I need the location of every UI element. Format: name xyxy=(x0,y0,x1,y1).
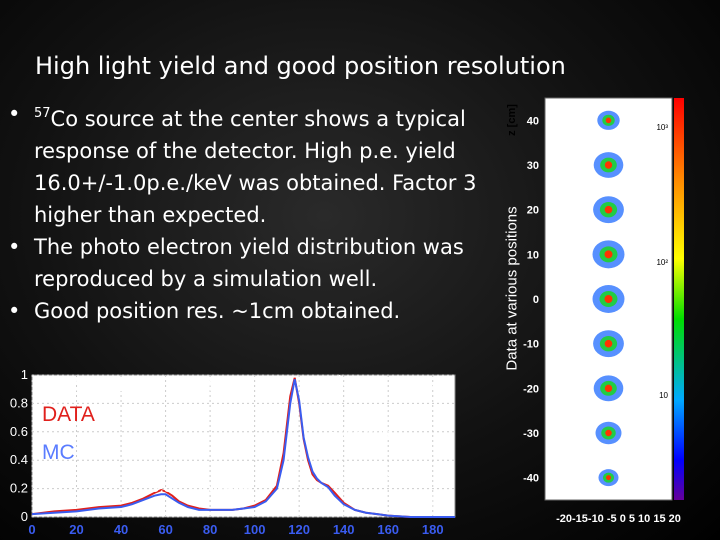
z-tick-label: 20 xyxy=(527,205,539,217)
position-spot-core xyxy=(605,117,612,124)
energy-spectrum-plot: 0 0.2 0.4 0.6 0.8 1 0 20 40 60 80 100 120 140 160 180 R… xyxy=(0,365,470,540)
series-line-mc xyxy=(31,379,455,518)
position-spot-core xyxy=(604,384,613,393)
x-tick-label: 180 xyxy=(422,522,444,537)
x-tick-label: 40 xyxy=(114,522,128,537)
x-tick-label: 80 xyxy=(203,522,217,537)
x-tick-label: 0 xyxy=(28,522,35,537)
z-axis-label: z [cm] xyxy=(506,104,518,136)
colorbar xyxy=(674,98,684,500)
bullet-item-2: • The photo electron yield distribution … xyxy=(8,231,498,295)
slide-title: High light yield and good position resol… xyxy=(35,52,566,80)
position-svg: z [cm] 40 30 20 10 0 -10 -20 -30 -40 -20-15-10 -5 … xyxy=(506,97,684,525)
x-tick-label: 140 xyxy=(333,522,355,537)
z-tick-label: 30 xyxy=(527,160,539,172)
bullet-mark: • xyxy=(8,299,21,323)
z-tick-label: -20 xyxy=(523,383,539,395)
spectrum-plot-area xyxy=(31,374,456,518)
bullet-item-3: • Good position res. ~1cm obtained. xyxy=(8,295,498,327)
y-tick-label: 0.8 xyxy=(10,395,28,410)
y-tick-label: 0.6 xyxy=(10,424,28,439)
x-unit-label: [keV] xyxy=(395,490,434,509)
bullet-list: • 57Co source at the center shows a typi… xyxy=(8,98,498,327)
position-spot-core xyxy=(604,250,613,259)
annotation-rms: ~4% rms xyxy=(330,425,390,442)
isotope-mass: 57 xyxy=(34,106,51,121)
x-tick-label: 160 xyxy=(377,522,399,537)
y-tick-label: 1 xyxy=(21,367,28,382)
bullet-mark: • xyxy=(8,235,21,259)
z-tick-label: -30 xyxy=(523,428,539,440)
z-tick-label: -10 xyxy=(523,339,539,351)
position-spot-core xyxy=(605,429,612,437)
position-spot-core xyxy=(604,205,613,214)
spectrum-title: Reconstructed energy xyxy=(42,373,248,396)
bullet-item-1: • 57Co source at the center shows a typi… xyxy=(8,98,498,231)
position-spot-core xyxy=(604,161,613,169)
annotation-122kev: 122keV xyxy=(313,373,364,390)
colorbar-tick-label: 10² xyxy=(656,258,668,267)
bullet-text: Good position res. ~1cm obtained. xyxy=(34,299,401,323)
position-spot-core xyxy=(604,295,613,303)
colorbar-tick-label: 10 xyxy=(659,391,668,400)
x-tick-label: 60 xyxy=(158,522,172,537)
z-tick-label: 10 xyxy=(527,249,539,261)
z-tick-label: 40 xyxy=(527,115,539,127)
legend-data: DATA xyxy=(42,403,95,426)
position-spot-core xyxy=(604,339,613,348)
bullet-text: The photo electron yield distribution wa… xyxy=(34,235,464,291)
annotation-w-k-alpha: 59.3keV (W-Kα) xyxy=(143,479,250,496)
bullet-mark: • xyxy=(8,102,21,126)
position-side-label: Data at various positions xyxy=(503,206,521,371)
spectrum-svg: 0 0.2 0.4 0.6 0.8 1 0 20 40 60 80 100 120 140 160 180 xyxy=(10,367,456,537)
y-tick-label: 0.4 xyxy=(10,452,28,467)
x-tick-label: 120 xyxy=(288,522,310,537)
annotation-136kev: 136keV xyxy=(343,463,394,480)
z-tick-label: -40 xyxy=(523,473,539,485)
position-plot: z [cm] 40 30 20 10 0 -10 -20 -30 -40 -20-15-10 -5 … xyxy=(497,90,720,540)
colorbar-tick-label: 10³ xyxy=(656,123,668,132)
x-tick-labels: -20-15-10 -5 0 5 10 15 20 xyxy=(556,513,681,525)
annotation-hv: +15V xyxy=(402,375,438,392)
y-tick-label: 0 xyxy=(21,509,28,524)
z-tick-label: 0 xyxy=(533,294,539,306)
x-tick-label: 20 xyxy=(69,522,83,537)
position-spot-core xyxy=(606,475,611,481)
legend-mc: MC xyxy=(42,441,75,464)
bullet-text: Co source at the center shows a typical … xyxy=(34,107,477,227)
y-tick-label: 0.2 xyxy=(10,481,28,496)
x-tick-label: 100 xyxy=(244,522,266,537)
